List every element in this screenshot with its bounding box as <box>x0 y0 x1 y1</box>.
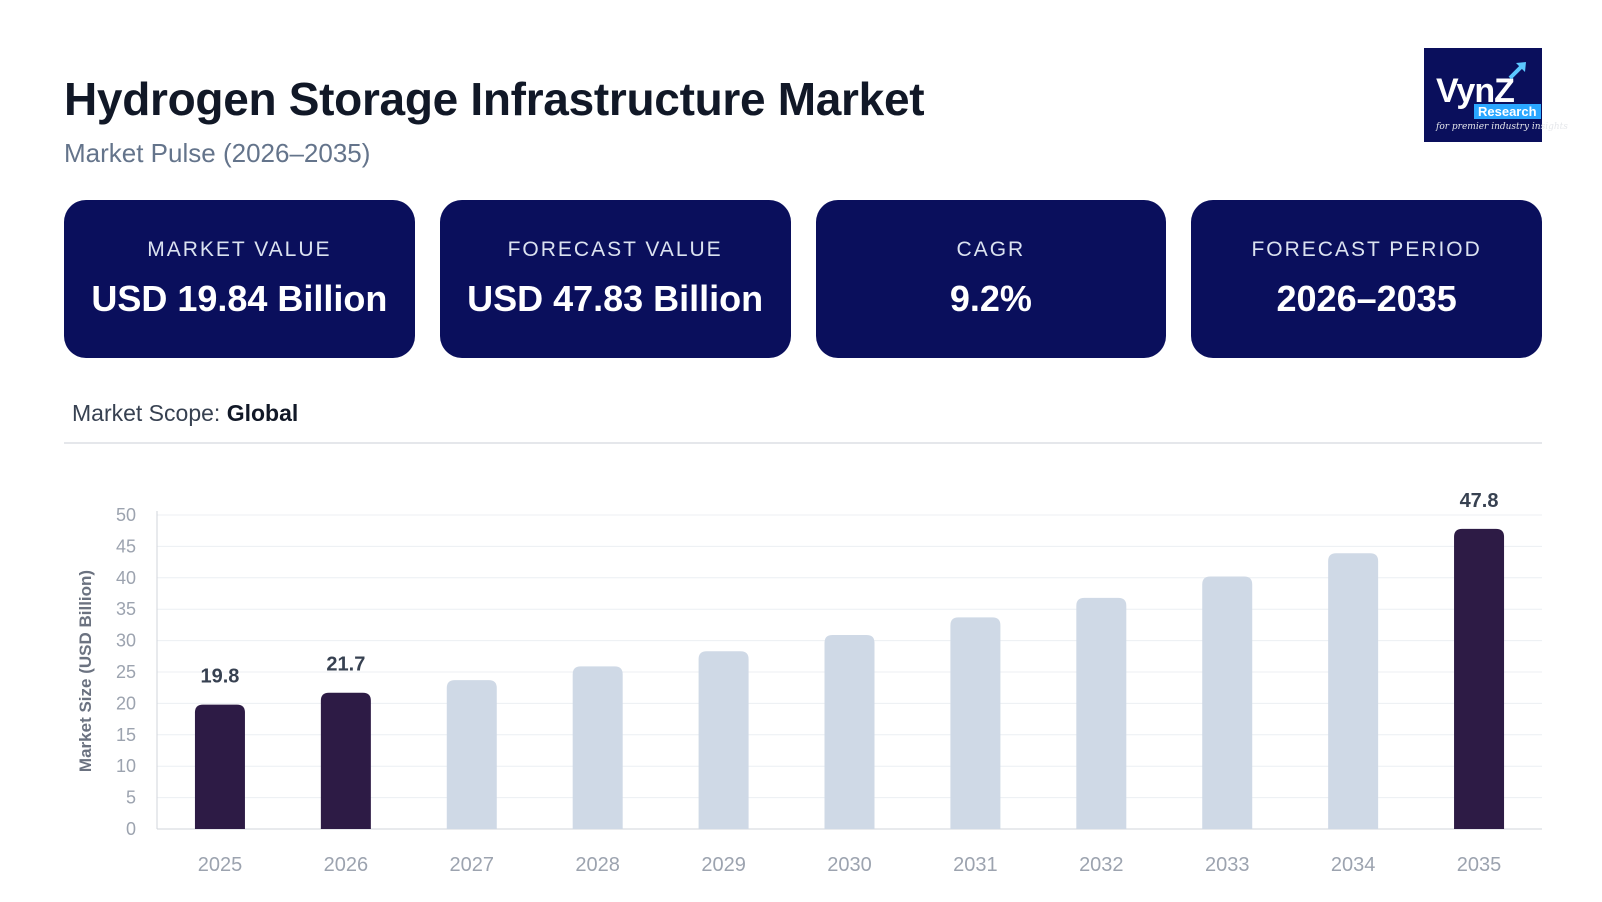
y-axis-label: Market Size (USD Billion) <box>76 570 95 772</box>
x-tick-label: 2025 <box>198 854 243 876</box>
kpi-value: USD 47.83 Billion <box>467 278 764 319</box>
y-tick-label: 15 <box>116 725 136 745</box>
logo-tagline: for premier industry insights <box>1436 122 1568 132</box>
kpi-card-market-value: MARKET VALUE USD 19.84 Billion <box>64 200 415 358</box>
market-scope-label: Market Scope: <box>72 400 227 426</box>
y-tick-label: 40 <box>116 568 136 588</box>
bar-2025 <box>194 704 245 829</box>
bar-2031 <box>950 617 1001 829</box>
bars: 19.8 21.7 47.8 <box>194 490 1505 829</box>
y-tick-label: 50 <box>116 505 136 525</box>
x-tick-label: 2026 <box>324 854 369 876</box>
page-title: Hydrogen Storage Infrastructure Market <box>64 73 925 125</box>
y-axis: 0 5 10 15 20 25 30 35 40 45 50 <box>116 505 158 839</box>
y-tick-label: 25 <box>116 662 136 682</box>
page-subtitle: Market Pulse (2026–2035) <box>64 138 371 168</box>
x-tick-label: 2034 <box>1331 854 1376 876</box>
x-tick-label: 2030 <box>827 854 872 876</box>
kpi-label: FORECAST VALUE <box>507 238 723 261</box>
bar-2026 <box>320 692 371 829</box>
kpi-cards: MARKET VALUE USD 19.84 Billion FORECAST … <box>64 200 1542 358</box>
data-label: 19.8 <box>200 666 239 688</box>
data-label: 21.7 <box>326 654 365 676</box>
data-label: 47.8 <box>1460 490 1499 512</box>
kpi-card-cagr: CAGR 9.2% <box>815 200 1167 358</box>
x-tick-label: 2035 <box>1457 854 1502 876</box>
kpi-card-forecast-value: FORECAST VALUE USD 47.83 Billion <box>439 200 791 358</box>
y-tick-label: 30 <box>116 631 136 651</box>
market-scope: Market Scope: Global <box>72 400 298 427</box>
kpi-label: CAGR <box>956 238 1026 261</box>
y-tick-label: 35 <box>116 599 136 619</box>
y-tick-label: 5 <box>126 788 136 808</box>
bar-2029 <box>698 651 749 829</box>
market-scope-value: Global <box>226 400 299 426</box>
arrow-up-right-icon <box>1508 62 1526 80</box>
y-tick-label: 45 <box>116 536 136 556</box>
y-tick-label: 0 <box>126 819 136 839</box>
kpi-value: USD 19.84 Billion <box>91 278 388 319</box>
kpi-label: MARKET VALUE <box>147 238 332 261</box>
kpi-value: 2026–2035 <box>1276 278 1457 319</box>
logo-research-tag: Research <box>1474 104 1541 119</box>
y-tick-label: 20 <box>116 693 136 713</box>
bar-2028 <box>572 666 623 829</box>
logo-wordmark: VynZ <box>1436 72 1515 110</box>
brand-logo: VynZ Research for premier industry insig… <box>1424 48 1568 142</box>
kpi-card-forecast-period: FORECAST PERIOD 2026–2035 <box>1191 200 1542 358</box>
bar-2032 <box>1076 597 1127 829</box>
kpi-label: FORECAST PERIOD <box>1251 238 1482 261</box>
x-tick-label: 2032 <box>1079 854 1124 876</box>
x-tick-label: 2027 <box>450 854 495 876</box>
bar-2034 <box>1328 553 1379 829</box>
bar-2035 <box>1454 528 1505 829</box>
y-tick-label: 10 <box>116 756 136 776</box>
x-tick-label: 2028 <box>575 854 620 876</box>
x-tick-label: 2031 <box>953 854 998 876</box>
bar-2033 <box>1202 576 1253 829</box>
x-tick-label: 2029 <box>701 854 746 876</box>
bar-2027 <box>446 680 497 829</box>
x-tick-label: 2033 <box>1205 854 1250 876</box>
kpi-value: 9.2% <box>949 278 1032 319</box>
bar-2030 <box>824 634 875 829</box>
section-divider <box>64 442 1542 444</box>
x-axis: 2025 2026 2027 2028 2029 2030 2031 2032 2033 2034… <box>198 854 1502 876</box>
